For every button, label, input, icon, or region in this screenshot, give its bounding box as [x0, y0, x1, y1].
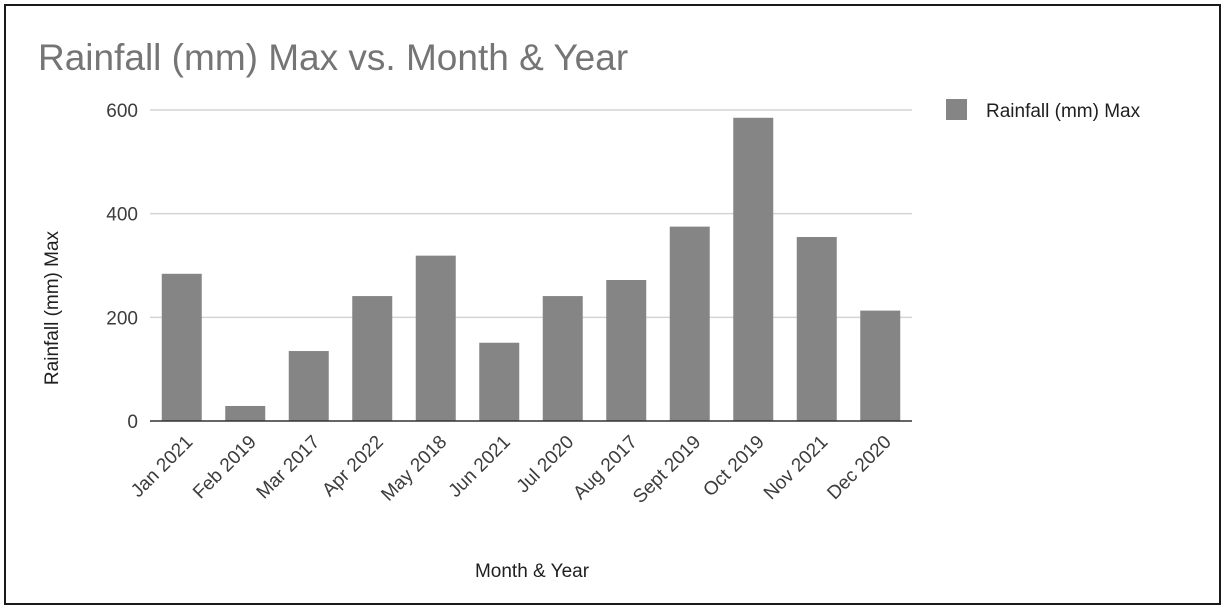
x-tick-label: Mar 2017 — [253, 432, 325, 504]
y-tick-label: 200 — [106, 308, 138, 329]
bar — [796, 236, 837, 421]
y-tick-label: 400 — [106, 205, 138, 226]
y-tick-label: 0 — [127, 412, 138, 433]
x-tick-label: Oct 2019 — [699, 432, 768, 501]
legend-swatch — [946, 99, 967, 120]
x-tick-label: Nov 2021 — [760, 432, 832, 504]
bar — [161, 273, 202, 421]
y-axis-title: Rainfall (mm) Max — [42, 230, 63, 385]
y-tick-label: 600 — [106, 101, 138, 122]
x-tick-label: Feb 2019 — [189, 432, 261, 504]
bars — [161, 117, 901, 422]
x-axis-title: Month & Year — [475, 561, 590, 582]
bar — [733, 117, 774, 422]
x-tick-label: May 2018 — [377, 432, 451, 506]
bar — [225, 405, 266, 421]
x-tick-label: Jun 2021 — [445, 432, 515, 502]
x-tick-label: Jan 2021 — [127, 432, 197, 502]
bar — [606, 280, 647, 421]
bar — [415, 255, 456, 421]
legend-label: Rainfall (mm) Max — [986, 101, 1141, 122]
x-tick-label: Jul 2020 — [513, 432, 579, 498]
gridlines — [150, 109, 912, 319]
bar — [352, 296, 393, 421]
bar — [860, 310, 901, 421]
bar — [669, 226, 710, 421]
bar — [479, 342, 520, 421]
x-tick-label: Dec 2020 — [823, 432, 895, 504]
legend: Rainfall (mm) Max — [946, 99, 1141, 122]
chart-title: Rainfall (mm) Max vs. Month & Year — [38, 37, 628, 78]
bar — [542, 296, 583, 421]
bar — [288, 351, 329, 421]
x-tick-label: Sept 2019 — [629, 432, 705, 508]
y-tick-labels: 0 200 400 600 — [106, 101, 138, 433]
